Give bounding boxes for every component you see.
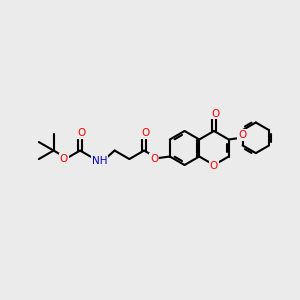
- Text: O: O: [60, 154, 68, 164]
- Text: O: O: [77, 128, 85, 138]
- Text: NH: NH: [92, 156, 108, 166]
- Text: O: O: [238, 130, 246, 140]
- Text: O: O: [210, 161, 218, 171]
- Text: O: O: [211, 109, 219, 118]
- Text: O: O: [141, 128, 149, 138]
- Text: O: O: [150, 154, 158, 164]
